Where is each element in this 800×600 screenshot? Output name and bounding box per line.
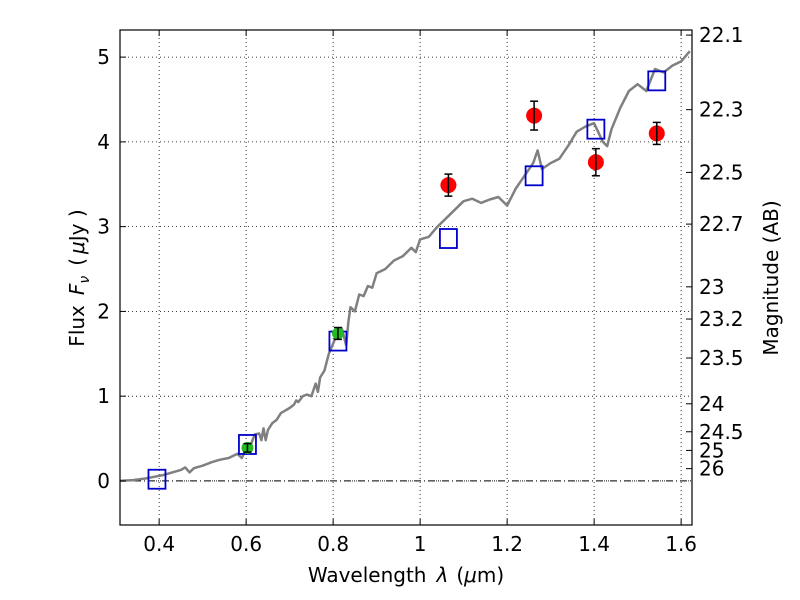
- y2-tick-label: 25: [699, 438, 724, 462]
- y-tick-label: 1: [97, 384, 110, 408]
- y2-axis-title: Magnitude (AB): [759, 200, 783, 355]
- x-tick-label: 0.4: [143, 532, 175, 556]
- y-tick-label: 4: [97, 130, 110, 154]
- y2-tick-label: 24.5: [699, 420, 744, 444]
- axis-ticks: [120, 30, 692, 525]
- model-photometry-square: [147, 468, 167, 490]
- y-axis-title: FluxFν(μJy ): [65, 209, 93, 346]
- data-markers: [147, 70, 667, 490]
- x-tick-label: 1: [414, 532, 427, 556]
- y2-tick-label: 26: [699, 457, 724, 481]
- model-photometry-square: [647, 70, 667, 92]
- y2-tick-label: 22.3: [699, 98, 744, 122]
- x-tick-label: 1.2: [491, 532, 523, 556]
- x-tick-label: 1.4: [578, 532, 610, 556]
- y2-tick-label: 24: [699, 392, 724, 416]
- y2-tick-label: 22.1: [699, 23, 744, 47]
- y-tick-label: 0: [97, 469, 110, 493]
- model-spectrum-line: [119, 50, 691, 483]
- y2-tick-label: 22.5: [699, 160, 744, 184]
- y2-tick-label: 23.5: [699, 346, 744, 370]
- y-tick-label: 3: [97, 215, 110, 239]
- plot-frame: [119, 29, 693, 526]
- x-tick-label: 1.6: [665, 532, 697, 556]
- x-axis-title: Wavelength λ (μm): [308, 563, 504, 587]
- y-tick-label: 5: [97, 45, 110, 69]
- y2-tick-label: 23: [699, 275, 724, 299]
- model-spectrum: [119, 50, 691, 483]
- model-photometry-square: [439, 228, 458, 249]
- y2-tick-label: 23.2: [699, 307, 744, 331]
- grid-lines: [120, 30, 692, 525]
- model-photometry-square: [524, 165, 544, 187]
- model-photometry-square: [586, 118, 606, 140]
- y2-tick-label: 22.7: [699, 212, 744, 236]
- x-tick-label: 0.6: [230, 532, 262, 556]
- y-tick-label: 2: [97, 299, 110, 323]
- model-photometry-square: [238, 434, 257, 455]
- x-tick-label: 0.8: [317, 532, 349, 556]
